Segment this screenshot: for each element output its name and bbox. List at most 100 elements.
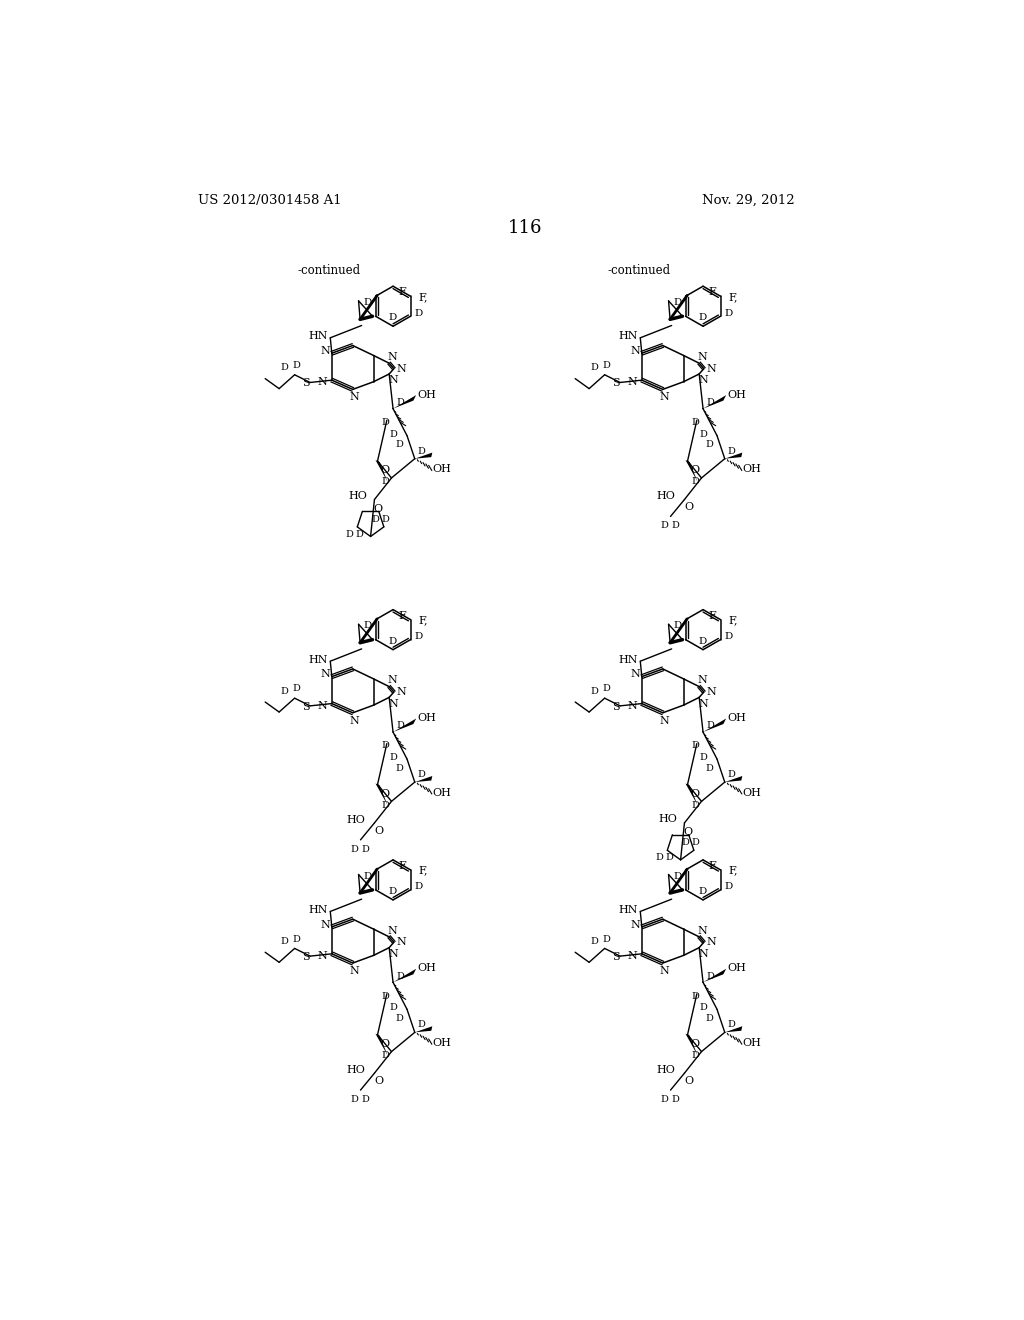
Text: F: F <box>709 288 716 297</box>
Text: O: O <box>691 1039 699 1049</box>
Text: D: D <box>707 722 715 730</box>
Text: N: N <box>631 669 640 680</box>
Text: N: N <box>699 375 709 385</box>
Text: D: D <box>706 1014 713 1023</box>
Text: Nov. 29, 2012: Nov. 29, 2012 <box>701 194 795 207</box>
Text: D: D <box>350 845 358 854</box>
Text: F: F <box>398 611 407 620</box>
Text: D: D <box>381 515 389 524</box>
Text: D: D <box>706 764 713 772</box>
Text: D: D <box>724 632 732 642</box>
Text: O: O <box>375 825 384 836</box>
Text: D: D <box>727 1020 735 1030</box>
Text: F: F <box>398 861 407 871</box>
Text: D: D <box>602 362 610 370</box>
Text: N: N <box>387 925 397 936</box>
Text: N: N <box>659 715 669 726</box>
Text: D: D <box>698 313 707 322</box>
Text: D: D <box>361 845 369 854</box>
Text: D: D <box>395 1014 403 1023</box>
Polygon shape <box>393 395 416 409</box>
Text: OH: OH <box>728 389 746 400</box>
Text: D: D <box>355 531 362 539</box>
Text: D: D <box>591 937 598 946</box>
Polygon shape <box>725 453 742 459</box>
Text: O: O <box>684 828 693 837</box>
Text: D: D <box>364 622 372 630</box>
Text: D: D <box>381 801 389 809</box>
Text: D: D <box>397 722 404 730</box>
Text: HN: HN <box>309 655 329 665</box>
Text: O: O <box>381 465 390 475</box>
Text: D: D <box>602 685 610 693</box>
Text: HO: HO <box>656 1065 675 1074</box>
Text: S: S <box>611 379 620 388</box>
Text: OH: OH <box>728 713 746 723</box>
Text: D: D <box>364 871 372 880</box>
Text: O: O <box>691 788 699 799</box>
Text: N: N <box>349 715 359 726</box>
Text: D: D <box>281 937 289 946</box>
Text: D: D <box>660 521 669 531</box>
Text: D: D <box>414 309 422 318</box>
Text: N: N <box>317 701 328 711</box>
Text: D: D <box>381 478 389 486</box>
Text: O: O <box>381 788 390 799</box>
Text: N: N <box>396 686 407 697</box>
Text: D: D <box>346 531 353 539</box>
Text: D: D <box>691 801 699 809</box>
Polygon shape <box>415 776 432 781</box>
Text: D: D <box>389 1003 397 1012</box>
Text: D: D <box>699 429 707 438</box>
Text: D: D <box>292 685 300 693</box>
Text: D: D <box>417 1020 425 1030</box>
Text: O: O <box>691 465 699 475</box>
Text: D: D <box>414 632 422 642</box>
Text: D: D <box>724 882 732 891</box>
Text: F,: F, <box>418 615 428 626</box>
Text: D: D <box>381 742 389 750</box>
Text: S: S <box>611 702 620 711</box>
Text: F,: F, <box>418 866 428 875</box>
Text: D: D <box>364 298 372 306</box>
Text: D: D <box>698 636 707 645</box>
Text: D: D <box>707 399 715 407</box>
Text: D: D <box>691 1051 699 1060</box>
Text: OH: OH <box>742 1038 761 1048</box>
Text: N: N <box>321 346 331 356</box>
Text: N: N <box>699 949 709 958</box>
Text: N: N <box>699 698 709 709</box>
Polygon shape <box>725 776 742 781</box>
Text: D: D <box>417 446 425 455</box>
Polygon shape <box>685 1034 697 1056</box>
Polygon shape <box>685 459 697 482</box>
Text: D: D <box>691 418 699 426</box>
Text: O: O <box>381 1039 390 1049</box>
Text: N: N <box>389 949 398 958</box>
Text: OH: OH <box>742 465 761 474</box>
Text: D: D <box>350 1094 358 1104</box>
Text: D: D <box>292 362 300 370</box>
Text: O: O <box>374 504 383 513</box>
Text: D: D <box>674 298 682 306</box>
Text: D: D <box>727 770 735 779</box>
Text: OH: OH <box>742 788 761 797</box>
Text: F,: F, <box>418 292 428 302</box>
Text: 116: 116 <box>508 219 542 236</box>
Polygon shape <box>393 718 416 733</box>
Text: D: D <box>389 752 397 762</box>
Polygon shape <box>415 453 432 459</box>
Text: OH: OH <box>432 1038 452 1048</box>
Text: N: N <box>321 920 331 929</box>
Text: -continued: -continued <box>298 264 361 277</box>
Polygon shape <box>685 783 697 805</box>
Text: OH: OH <box>432 788 452 797</box>
Text: D: D <box>698 887 707 896</box>
Text: N: N <box>631 920 640 929</box>
Text: S: S <box>302 702 309 711</box>
Text: N: N <box>659 392 669 403</box>
Polygon shape <box>376 459 388 482</box>
Text: OH: OH <box>728 964 746 973</box>
Text: N: N <box>396 363 407 374</box>
Text: F: F <box>709 611 716 620</box>
